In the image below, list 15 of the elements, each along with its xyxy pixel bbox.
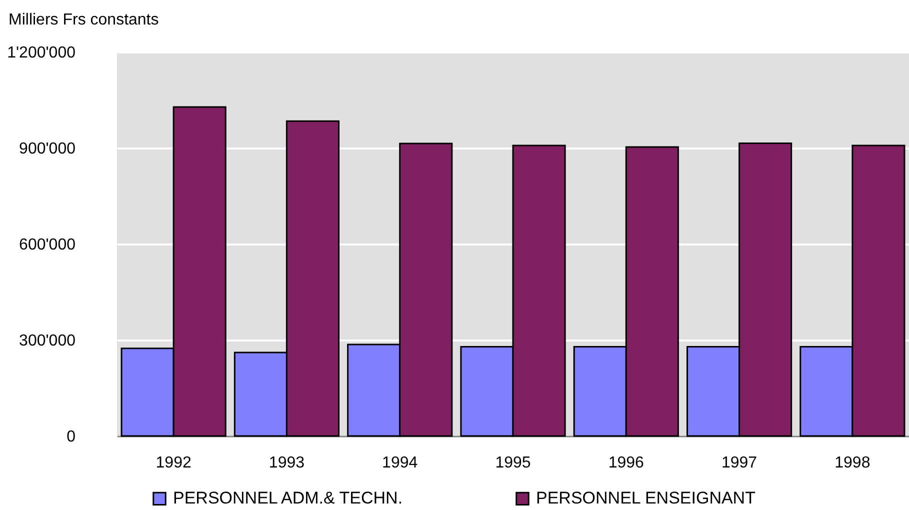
legend-label: PERSONNEL ENSEIGNANT	[536, 488, 756, 508]
x-tick-label: 1996	[608, 454, 644, 472]
y-tick-label: 900'000	[19, 140, 76, 158]
y-tick-label: 600'000	[19, 236, 76, 254]
y-tick-label: 300'000	[19, 332, 76, 350]
y-tick-label: 0	[66, 428, 76, 446]
x-tick-label: 1995	[495, 454, 531, 472]
legend-label: PERSONNEL ADM.& TECHN.	[173, 488, 403, 508]
x-tick-label: 1994	[382, 454, 418, 472]
x-tick-label: 1998	[834, 454, 870, 472]
y-tick-label: 1'200'000	[7, 44, 76, 62]
y-axis-title: Milliers Frs constants	[8, 12, 159, 28]
x-tick-label: 1997	[721, 454, 758, 472]
x-tick-label: 1992	[156, 454, 192, 472]
x-tick-label: 1993	[268, 454, 305, 472]
